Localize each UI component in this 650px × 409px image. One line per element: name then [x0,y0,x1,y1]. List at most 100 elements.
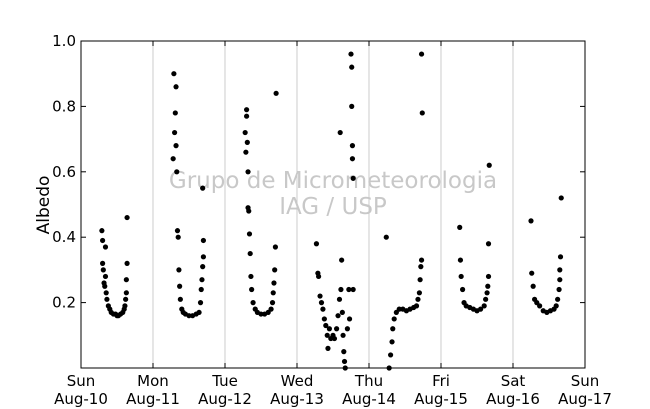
data-point [555,296,561,302]
data-point [457,224,463,230]
data-point [557,277,563,283]
data-point [272,267,278,273]
data-point [177,296,183,302]
data-point [246,208,252,214]
data-point [103,290,109,296]
data-point [124,260,130,266]
y-tick-label: 0.4 [52,228,76,246]
x-tick-day-label: Thu [354,372,383,390]
data-point [331,335,338,342]
data-point [177,283,183,289]
data-point [243,149,249,155]
data-point [389,339,395,345]
data-point [200,237,206,244]
data-point [323,322,329,329]
data-point [102,244,109,250]
watermark-line-1: Grupo de Micrometeorologia [169,168,497,194]
y-tick-label: 0.2 [52,294,76,312]
data-point [124,214,130,221]
y-tick-label: 1.0 [52,32,76,50]
data-point [339,257,345,263]
y-axis-ticks: 0.2 0.4 0.6 0.8 1.0 [52,32,585,312]
data-point [485,241,492,247]
data-point [418,257,425,263]
data-point [338,286,344,293]
x-tick-date-label: Aug-10 [54,390,108,408]
data-point [174,169,180,175]
data-point [100,260,106,266]
data-point [340,332,346,338]
data-point [173,143,179,149]
data-point [258,311,264,317]
data-point [244,113,250,119]
data-point [100,267,106,273]
data-point [528,218,534,224]
data-point [557,267,563,273]
x-tick-date-label: Aug-15 [414,390,468,408]
data-point [172,129,178,136]
data-point [485,273,492,280]
data-point [268,306,274,312]
data-point [530,283,536,289]
data-point [418,51,425,57]
data-point [170,156,176,162]
data-point [269,300,276,306]
data-point [246,231,253,237]
data-point [481,303,487,309]
data-points [99,51,564,371]
vertical-gridlines [152,41,514,368]
data-point [244,139,250,145]
data-point [249,286,255,293]
data-point [390,326,396,332]
data-point [349,64,355,70]
data-point [200,185,206,191]
x-tick-date-label: Aug-14 [342,390,396,408]
data-point [388,352,394,358]
data-point [99,228,105,234]
data-point [419,110,425,116]
data-point [349,103,355,109]
data-point [350,175,356,181]
x-tick-date-label: Aug-13 [270,390,324,408]
data-point [396,306,402,312]
y-tick-label: 0.6 [52,163,76,181]
data-point [313,241,320,247]
data-point [460,286,466,293]
x-tick-date-label: Aug-17 [558,390,612,408]
data-point [122,303,128,309]
x-tick-date-label: Aug-16 [486,390,540,408]
data-point [242,129,248,136]
x-tick-date-label: Aug-11 [126,390,180,408]
data-point [320,306,326,312]
data-point [349,156,356,162]
x-tick-day-label: Sun [67,372,96,390]
data-point [196,309,202,316]
data-point [383,234,389,240]
data-point [413,303,420,309]
data-point [326,326,332,332]
data-point [200,264,206,270]
data-point [558,195,564,201]
data-point [102,273,109,280]
data-point [245,169,251,175]
data-point [271,280,277,286]
data-point [172,110,178,116]
data-point [537,303,543,309]
data-point [175,234,181,240]
data-point [557,254,564,260]
data-point [335,313,341,319]
data-point [346,286,352,293]
data-point [173,84,179,90]
data-point [416,290,422,296]
data-point [339,309,345,316]
data-point [483,296,489,302]
data-point [346,316,353,322]
data-point [123,277,129,283]
data-point [272,244,278,250]
data-point [324,332,330,338]
data-point [102,283,108,289]
data-point [417,277,423,283]
data-point [348,51,354,57]
data-point [270,290,276,296]
